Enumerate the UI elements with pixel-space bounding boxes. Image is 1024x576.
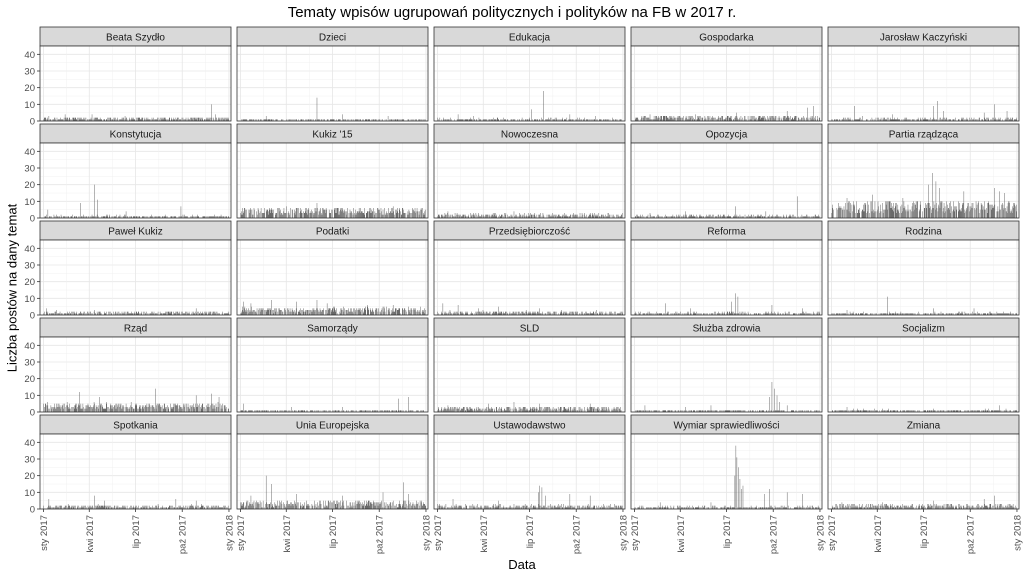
facet-panel: Gospodarka	[630, 26, 823, 122]
facet-panel: Edukacja	[433, 26, 626, 122]
y-tick-label: 30	[24, 67, 35, 78]
bar-series	[240, 397, 424, 412]
y-tick-label: 10	[24, 391, 35, 402]
bar-series	[437, 91, 622, 121]
y-tick-label: 40	[24, 50, 35, 61]
y-tick-label: 0	[30, 408, 35, 419]
facet-strip-label: Gospodarka	[699, 33, 754, 44]
y-tick-label: 40	[24, 147, 35, 158]
y-tick-label: 30	[24, 164, 35, 175]
facet-strip-label: Rząd	[124, 324, 147, 335]
panel-border	[39, 142, 232, 219]
bar-series	[635, 196, 820, 218]
panel-border	[433, 239, 626, 316]
facet-strip-label: Nowoczesna	[501, 130, 559, 141]
panel-border	[433, 45, 626, 122]
bar-series	[437, 211, 623, 218]
y-tick-label: 20	[24, 277, 35, 288]
bar-series	[831, 101, 1017, 121]
facet-strip-label: Opozycja	[706, 130, 748, 141]
panel-border	[236, 142, 429, 219]
panel-border	[630, 45, 823, 122]
facet-strip-label: Samorządy	[307, 324, 358, 335]
panel-border	[39, 336, 232, 413]
facet-strip-label: SLD	[520, 324, 539, 335]
bar-series	[437, 402, 622, 412]
facet-panel: Nowoczesna	[433, 123, 626, 219]
y-tick-label: 30	[24, 358, 35, 369]
facet-panel: Jarosław Kaczyński	[827, 26, 1020, 122]
bar-series	[43, 104, 229, 121]
bar-series	[43, 308, 229, 315]
facet-strip-label: Przedsiębiorczość	[489, 227, 570, 238]
panel-border	[630, 239, 823, 316]
facet-strip-label: Edukacja	[509, 33, 551, 44]
facet-panel: Rząd 0 10 20 30 40	[24, 317, 232, 419]
facet-strip-label: Kukiz '15	[312, 130, 353, 141]
facet-panel: Opozycja	[630, 123, 823, 219]
bar-series	[831, 296, 1017, 315]
facet-strip-label: Jarosław Kaczyński	[880, 33, 967, 44]
facet-strip-label: Partia rządząca	[889, 130, 959, 141]
y-tick-label: 40	[24, 244, 35, 255]
facet-strip-label: Dzieci	[319, 33, 346, 44]
facet-panel: Samorządy	[236, 317, 429, 413]
facet-panel: Kukiz '15	[236, 123, 429, 219]
panel-border	[39, 45, 232, 122]
panel-border	[39, 239, 232, 316]
facet-panel: Paweł Kukiz 0 10 20 30 40	[24, 220, 232, 322]
facet-panel: SLD	[433, 317, 626, 413]
facet-strip-label: Reforma	[707, 227, 746, 238]
panel-border	[827, 239, 1020, 316]
panel-border	[236, 239, 429, 316]
y-tick-label: 30	[24, 261, 35, 272]
bar-series	[240, 300, 426, 315]
facet-panel: Podatki	[236, 220, 429, 316]
panel-border	[827, 142, 1020, 219]
y-tick-label: 0	[30, 214, 35, 225]
facet-strip-label: Beata Szydło	[106, 33, 165, 44]
panel-border	[827, 45, 1020, 122]
bar-series	[635, 106, 820, 121]
panel-border	[236, 336, 429, 413]
bar-series	[43, 388, 229, 412]
panel-border	[433, 142, 626, 219]
facet-panel: Konstytucja 0 10 20 30 40	[24, 123, 232, 225]
y-tick-label: 40	[24, 341, 35, 352]
y-tick-label: 10	[24, 294, 35, 305]
facet-panel: Rodzina	[827, 220, 1020, 316]
bar-series	[634, 293, 820, 315]
y-tick-label: 0	[30, 311, 35, 322]
facet-strip-label: Konstytucja	[110, 130, 162, 141]
panel-border	[236, 45, 429, 122]
bar-series	[44, 184, 229, 218]
y-tick-label: 10	[24, 100, 35, 111]
bar-series	[437, 303, 623, 315]
facet-panel: Partia rządząca	[827, 123, 1020, 219]
y-tick-label: 20	[24, 374, 35, 385]
facet-strip-label: Paweł Kukiz	[108, 227, 162, 238]
facet-strip-label: Podatki	[316, 227, 349, 238]
facet-panel: Beata Szydło 0 10 20 30 40	[24, 26, 232, 128]
facet-strip-label: Rodzina	[905, 227, 942, 238]
facet-panel: Reforma	[630, 220, 823, 316]
y-tick-label: 20	[24, 83, 35, 94]
panel-border	[630, 142, 823, 219]
facet-panel: Dzieci	[236, 26, 429, 122]
y-tick-label: 20	[24, 180, 35, 191]
y-tick-label: 10	[24, 197, 35, 208]
y-tick-label: 0	[30, 117, 35, 128]
facet-panel: Przedsiębiorczość	[433, 220, 626, 316]
bar-series	[831, 173, 1017, 218]
bar-series	[240, 203, 426, 218]
bar-series	[241, 97, 426, 121]
